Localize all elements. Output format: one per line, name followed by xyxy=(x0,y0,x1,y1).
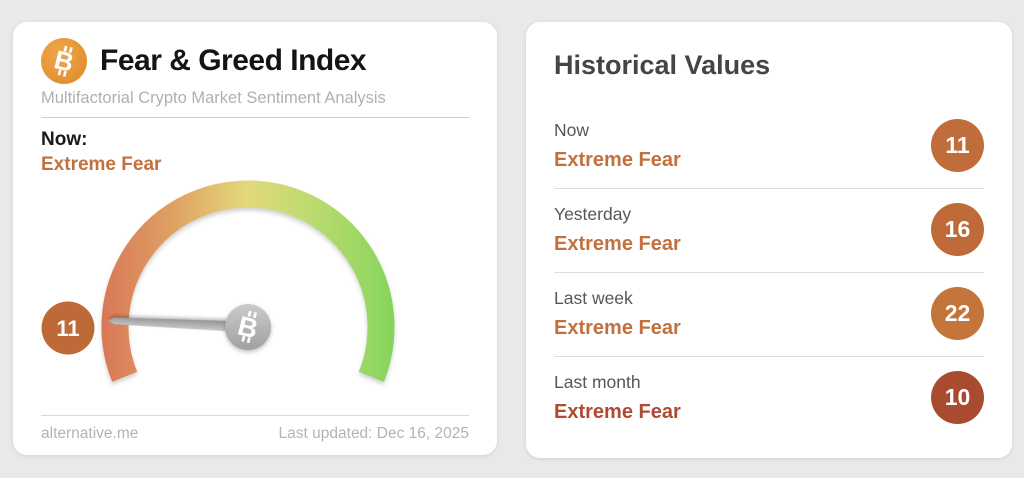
row-period-label: Now xyxy=(554,119,590,140)
row-value-badge: 10 xyxy=(931,371,984,424)
last-updated-text: Last updated: Dec 16, 2025 xyxy=(278,425,469,442)
historical-values-card: Historical Values Now Extreme Fear 11 Ye… xyxy=(526,22,1012,458)
historical-row-yesterday: Yesterday Extreme Fear 16 xyxy=(554,189,984,273)
row-value-badge: 11 xyxy=(931,119,984,172)
row-classification: Extreme Fear xyxy=(554,400,681,423)
index-card-subtitle: Multifactorial Crypto Market Sentiment A… xyxy=(41,89,386,107)
row-period-label: Last month xyxy=(554,371,641,392)
row-value-badge: 16 xyxy=(931,203,984,256)
historical-values-title: Historical Values xyxy=(554,50,771,80)
header-divider xyxy=(41,117,469,118)
row-classification: Extreme Fear xyxy=(554,316,681,339)
alternative-me-link[interactable]: alternative.me xyxy=(41,425,139,442)
row-value-badge: 22 xyxy=(931,287,984,340)
now-classification: Extreme Fear xyxy=(41,154,162,175)
gauge-value-badge: 11 xyxy=(41,301,95,355)
gauge-hub-bitcoin-icon: B xyxy=(225,304,271,350)
historical-row-last-month: Last month Extreme Fear 10 xyxy=(554,357,984,440)
row-period-label: Yesterday xyxy=(554,203,632,224)
fear-greed-gauge: B 11 xyxy=(41,180,395,382)
gauge-arc xyxy=(101,180,395,382)
index-card-footer: alternative.me Last updated: Dec 16, 202… xyxy=(41,415,469,455)
historical-row-last-week: Last week Extreme Fear 22 xyxy=(554,273,984,357)
gauge-needle xyxy=(108,317,237,332)
gauge-value-badge-circle xyxy=(41,301,95,355)
bitcoin-icon: B xyxy=(41,38,87,84)
index-card-header: B Fear & Greed Index xyxy=(41,38,469,84)
gauge-value-text: 11 xyxy=(56,316,79,341)
page-title: Fear & Greed Index xyxy=(100,44,367,77)
now-label: Now: xyxy=(41,129,88,150)
fear-greed-index-card: B Fear & Greed Index Multifactorial Cryp… xyxy=(13,22,497,455)
row-period-label: Last week xyxy=(554,287,633,308)
historical-row-now: Now Extreme Fear 11 xyxy=(554,105,984,189)
row-classification: Extreme Fear xyxy=(554,148,681,171)
row-classification: Extreme Fear xyxy=(554,232,681,255)
